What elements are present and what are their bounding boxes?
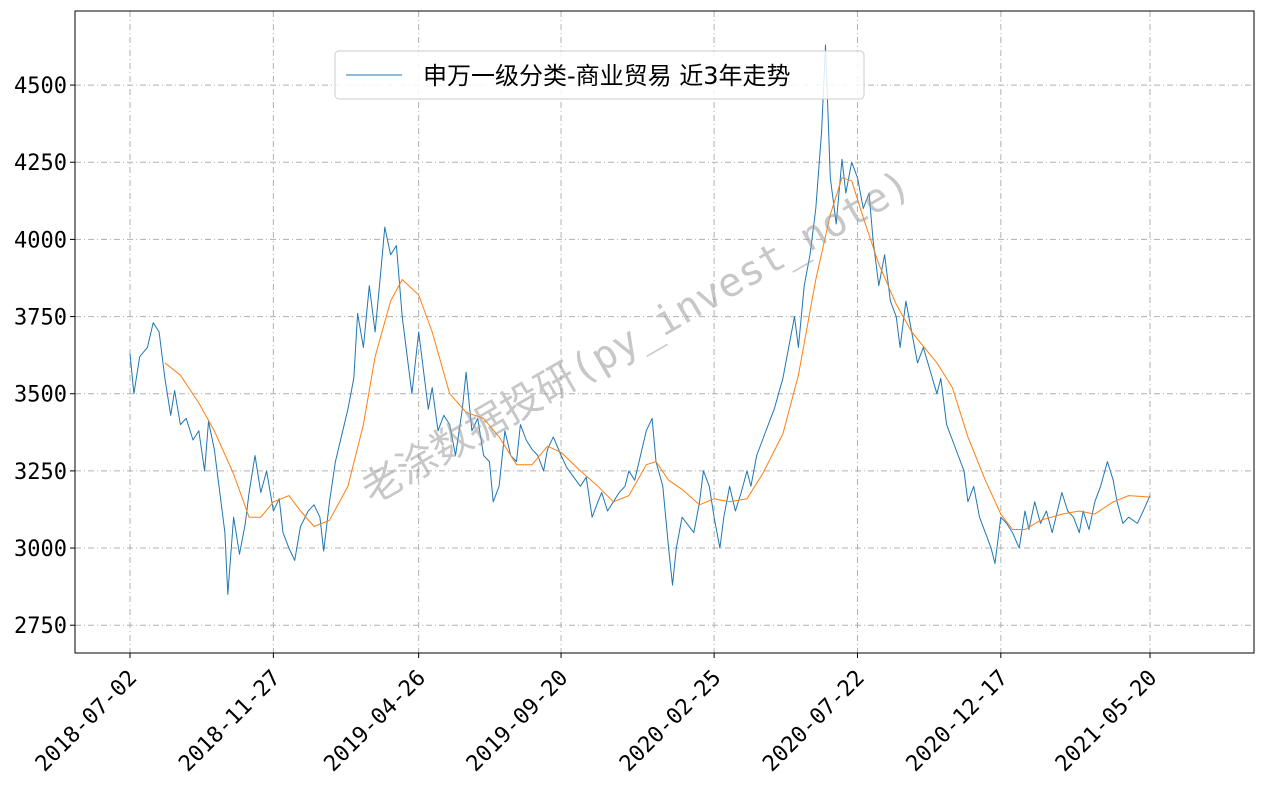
y-tick-label: 4500 <box>14 74 67 99</box>
y-tick-label: 3000 <box>14 537 67 562</box>
y-tick-label: 3250 <box>14 460 67 485</box>
legend-label: 申万一级分类-商业贸易 近3年走势 <box>423 62 791 90</box>
plot-frame <box>74 10 1255 654</box>
legend: 申万一级分类-商业贸易 近3年走势 <box>334 50 865 100</box>
moving-average-line <box>164 177 1151 530</box>
y-axis-ticks: 2750 3000 3250 3500 3750 4000 4250 4500 <box>14 74 75 639</box>
series-lines <box>129 44 1151 595</box>
y-tick-label: 2750 <box>14 614 67 639</box>
y-tick-label: 3500 <box>14 383 67 408</box>
legend-box <box>334 50 865 100</box>
price-series-line <box>129 44 1151 595</box>
grid-lines <box>75 11 1254 653</box>
y-tick-label: 4250 <box>14 151 67 176</box>
y-tick-label: 4000 <box>14 228 67 253</box>
y-tick-label: 3750 <box>14 306 67 331</box>
